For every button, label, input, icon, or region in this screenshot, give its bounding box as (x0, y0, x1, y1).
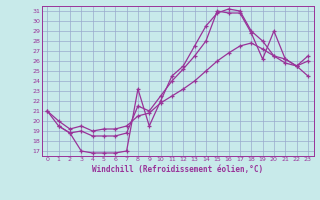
X-axis label: Windchill (Refroidissement éolien,°C): Windchill (Refroidissement éolien,°C) (92, 165, 263, 174)
